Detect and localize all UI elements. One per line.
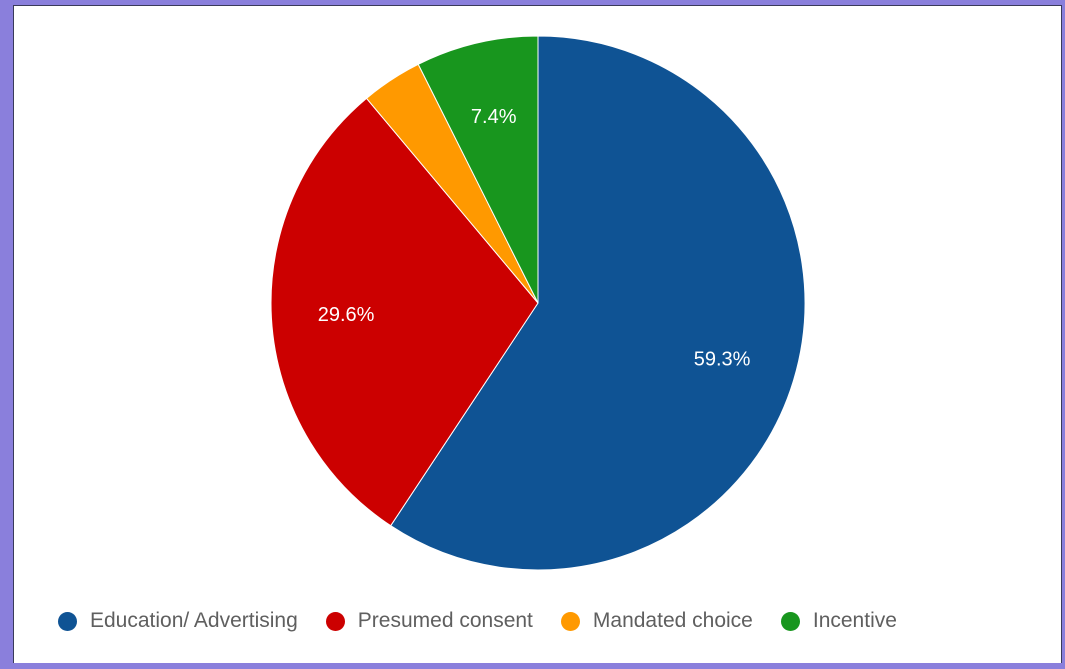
legend-item-mandated-choice[interactable]: Mandated choice — [560, 609, 753, 633]
legend: Education/ Advertising Presumed consent … — [58, 606, 897, 636]
legend-item-presumed-consent[interactable]: Presumed consent — [325, 609, 533, 633]
pie-chart: 59.3% 29.6% 7.4% — [270, 35, 806, 571]
slice-label-education-advertising: 59.3% — [694, 348, 751, 370]
legend-label: Mandated choice — [592, 609, 753, 632]
legend-label: Incentive — [812, 609, 897, 632]
legend-label: Presumed consent — [357, 609, 533, 632]
pie-slice-incentive[interactable] — [417, 35, 539, 304]
legend-dot-presumed-consent — [325, 611, 345, 631]
legend-item-incentive[interactable]: Incentive — [780, 609, 897, 633]
legend-dot-education-advertising — [58, 611, 77, 631]
legend-item-education-advertising[interactable]: Education/ Advertising — [58, 609, 298, 633]
legend-dot-incentive — [780, 611, 800, 631]
chart-frame: 59.3% 29.6% 7.4% Education/ Advertising Pr… — [13, 5, 1062, 663]
pie-slice-education-advertising[interactable] — [390, 35, 806, 571]
slice-label-presumed-consent: 29.6% — [318, 304, 375, 326]
legend-label: Education/ Advertising — [90, 609, 298, 632]
slice-label-incentive: 7.4% — [471, 106, 517, 128]
pie-slice-presumed-consent[interactable] — [270, 97, 539, 527]
legend-dot-mandated-choice — [560, 611, 580, 631]
